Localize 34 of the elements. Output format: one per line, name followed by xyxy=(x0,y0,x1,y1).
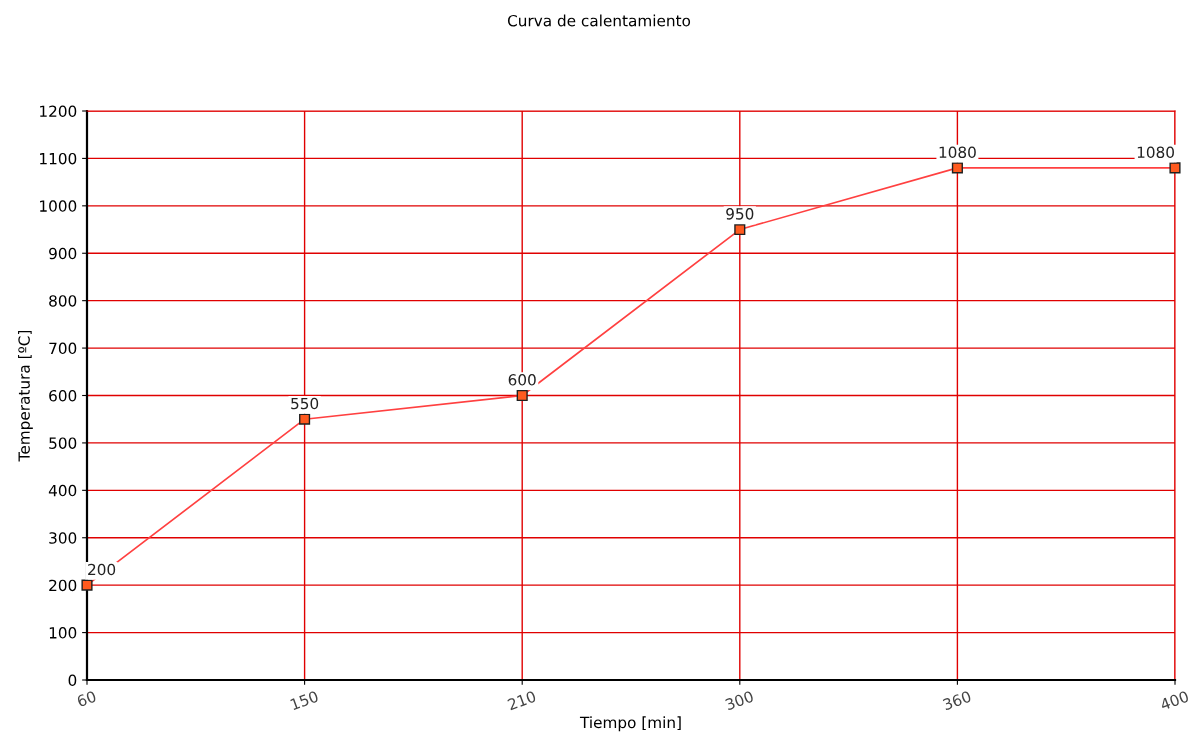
data-label: 200 xyxy=(88,563,116,576)
y-tick-label: 300 xyxy=(49,532,77,544)
y-tick-label: 600 xyxy=(49,389,77,402)
x-axis-title: Tiempo [min] xyxy=(579,716,681,732)
y-tick-label: 100 xyxy=(49,627,77,639)
y-tick-label: 800 xyxy=(49,295,77,307)
chart-title: Curva de calentamiento xyxy=(507,14,691,27)
point xyxy=(81,579,93,591)
x-tick-label: 400 xyxy=(1159,690,1190,711)
x-tick-label: 360 xyxy=(942,690,972,711)
x-tick-label: 60 xyxy=(76,690,97,708)
y-axis-title: Temperatura [ºC] xyxy=(18,330,33,462)
x-tick-label: 300 xyxy=(724,690,755,711)
data-label: 1080 xyxy=(1137,146,1174,158)
y-tick-label: 900 xyxy=(49,247,77,260)
data-label: 600 xyxy=(508,374,536,386)
x-tick-label: 210 xyxy=(507,690,537,711)
y-tick-label: 1200 xyxy=(40,105,77,118)
y-tick-label: 0 xyxy=(68,674,77,687)
y-tick-label: 500 xyxy=(49,437,77,449)
data-label: 1080 xyxy=(939,146,976,158)
y-tick-label: 400 xyxy=(48,484,77,497)
point xyxy=(516,389,528,402)
data-label: 550 xyxy=(291,397,319,410)
x-tick-label: 150 xyxy=(290,690,319,711)
y-tick-label: 700 xyxy=(49,342,77,355)
point xyxy=(734,223,746,236)
y-tick-label: 1000 xyxy=(40,200,77,212)
point xyxy=(1169,162,1181,174)
y-tick-label: 1100 xyxy=(40,152,77,165)
point xyxy=(299,413,311,425)
data-label: 950 xyxy=(726,208,754,220)
y-tick-label: 200 xyxy=(49,579,77,592)
point xyxy=(951,162,963,174)
